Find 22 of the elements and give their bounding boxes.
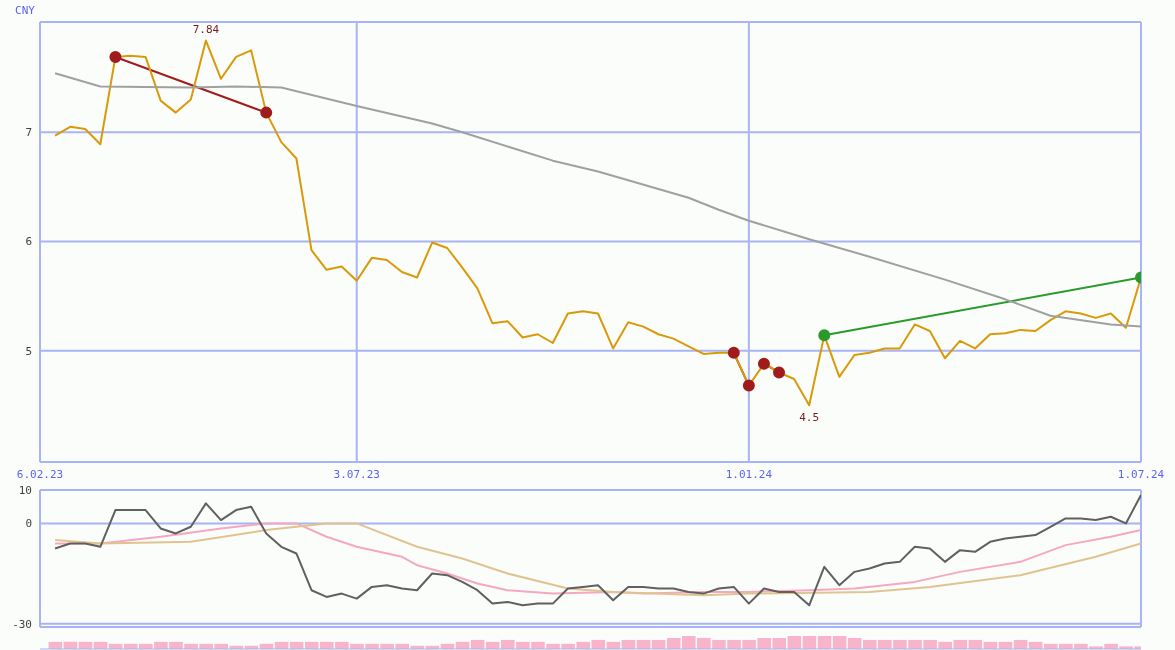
line-series <box>54 39 1141 407</box>
point <box>757 357 770 370</box>
x-tick-label: 6.02.23 <box>16 467 64 481</box>
point <box>260 106 273 119</box>
y-tick-label: -30 <box>12 617 32 631</box>
y-tick-label: 10 <box>18 483 32 497</box>
point <box>727 346 740 359</box>
x-tick-label: 1.01.24 <box>725 467 773 481</box>
x-tick-label: 1.07.24 <box>1117 467 1165 481</box>
point <box>773 366 786 379</box>
x-tick-label: 3.07.23 <box>333 467 380 481</box>
y-tick-label: 6 <box>25 235 32 249</box>
y-tick-label: 0 <box>25 517 32 531</box>
annotation: 4.5 <box>799 411 820 425</box>
y-axis-title: CNY <box>15 4 36 17</box>
y-tick-label: 7 <box>25 126 32 140</box>
annotation: 7.84 <box>192 22 220 36</box>
y-tick-label: 5 <box>25 344 32 358</box>
line-series <box>54 72 1141 328</box>
line-series <box>54 494 1141 607</box>
point <box>742 379 755 392</box>
point <box>109 50 122 63</box>
